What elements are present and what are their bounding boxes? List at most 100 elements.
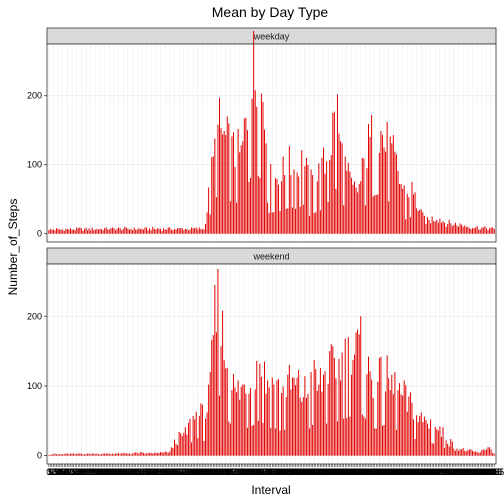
x-tick-label: 625 — [161, 467, 176, 477]
x-tick-label: 215 — [83, 467, 98, 477]
x-tick-label: 55 — [61, 467, 71, 477]
x-tick-label: 2220 — [455, 467, 475, 477]
x-tick-label: 2130 — [439, 467, 459, 477]
x-tick-label: 910 — [212, 467, 227, 477]
x-tick-label: 605 — [155, 467, 170, 477]
x-tick-label: 2330 — [476, 467, 496, 477]
x-tick-label: 505 — [136, 467, 151, 477]
x-tick-label: 1200 — [262, 467, 282, 477]
x-tick-label: 740 — [184, 467, 199, 477]
x-tick-label: 2010 — [414, 467, 434, 477]
x-tick-label: 325 — [105, 467, 120, 477]
x-tick-label: 1800 — [374, 467, 394, 477]
x-tick-label: 950 — [224, 467, 239, 477]
x-tick-label: 1120 — [250, 467, 269, 477]
x-tick-label: 930 — [218, 467, 233, 477]
x-tick-label: 1230 — [272, 467, 292, 477]
x-tick-label: 935 — [220, 467, 235, 477]
x-tick-label: 1535 — [329, 467, 349, 477]
x-tick-label: 1705 — [357, 467, 377, 477]
x-tick-label: 830 — [200, 467, 215, 477]
x-tick-label: 1910 — [396, 467, 416, 477]
x-tick-label: 50 — [59, 467, 69, 477]
x-tick-label: 400 — [116, 467, 131, 477]
x-tick-label: 2105 — [431, 467, 451, 477]
x-tick-label: 1815 — [379, 467, 399, 477]
x-tick-label: 10 — [47, 467, 57, 477]
x-tick-label: 300 — [97, 467, 112, 477]
x-tick-label: 1545 — [332, 467, 352, 477]
x-tick-label: 220 — [85, 467, 100, 477]
x-tick-label: 105 — [61, 467, 76, 477]
x-tick-label: 25 — [52, 467, 62, 477]
x-tick-label: 955 — [226, 467, 241, 477]
x-tick-label: 110 — [63, 467, 77, 477]
x-tick-label: 1415 — [304, 467, 324, 477]
x-tick-label: 1010 — [228, 467, 248, 477]
x-tick-label: 2335 — [478, 467, 498, 477]
x-tick-label: 855 — [207, 467, 222, 477]
x-tick-label: 1915 — [397, 467, 417, 477]
x-tick-label: 2100 — [430, 467, 450, 477]
x-tick-label: 45 — [58, 467, 68, 477]
x-tick-label: 1745 — [369, 467, 389, 477]
x-tick-label: 1810 — [377, 467, 397, 477]
x-tick-label: 320 — [103, 467, 118, 477]
x-tick-label: 530 — [144, 467, 159, 477]
x-tick-label: 1345 — [295, 467, 315, 477]
x-tick-label: 2200 — [449, 467, 469, 477]
x-tick-label: 305 — [99, 467, 114, 477]
x-tick-label: 2315 — [472, 467, 492, 477]
bars-weekend — [48, 268, 495, 456]
x-tick-label: 1615 — [341, 467, 361, 477]
x-tick-label: 1855 — [391, 467, 411, 477]
x-tick-label: 2305 — [469, 467, 489, 477]
x-tick-label: 1140 — [256, 467, 275, 477]
x-tick-label: 2150 — [445, 467, 465, 477]
x-tick-label: 35 — [55, 467, 65, 477]
x-tick-label: 550 — [150, 467, 165, 477]
x-tick-label: 2110 — [433, 467, 452, 477]
x-tick-label: 350 — [113, 467, 128, 477]
x-tick-label: 1730 — [365, 467, 385, 477]
x-tick-label: 1510 — [321, 467, 341, 477]
x-tick-label: 1005 — [227, 467, 247, 477]
x-tick-label: 945 — [223, 467, 238, 477]
x-tick-label: 1150 — [259, 467, 278, 477]
x-tick-label: 525 — [142, 467, 157, 477]
x-tick-label: 2250 — [464, 467, 484, 477]
x-tick-label: 1305 — [282, 467, 302, 477]
x-tick-label: 1315 — [286, 467, 306, 477]
x-axis-title: Interval — [251, 483, 290, 497]
x-tick-label: 100 — [60, 467, 75, 477]
x-tick-label: 1505 — [320, 467, 340, 477]
x-tick-label: 750 — [187, 467, 202, 477]
x-tick-label: 535 — [145, 467, 160, 477]
x-tick-label: 1035 — [236, 467, 256, 477]
x-tick-label: 500 — [134, 467, 149, 477]
x-tick-label: 2245 — [462, 467, 482, 477]
x-tick-label: 2050 — [427, 467, 447, 477]
x-tick-label: 2310 — [470, 467, 490, 477]
x-tick-label: 925 — [217, 467, 232, 477]
x-tick-label: 1550 — [334, 467, 354, 477]
x-tick-label: 1555 — [335, 467, 355, 477]
x-tick-label: 2030 — [421, 467, 441, 477]
x-tick-label: 1715 — [360, 467, 380, 477]
facet-panel-weekend: weekend 0 100 200 — [27, 247, 497, 465]
x-tick-label: 1935 — [404, 467, 424, 477]
x-tick-label: 425 — [124, 467, 139, 477]
x-tick-label: 1450 — [315, 467, 335, 477]
x-tick-label: 1830 — [383, 467, 403, 477]
x-tick-label: 115 — [65, 467, 79, 477]
x-tick-label: 15 — [48, 467, 58, 477]
x-tick-label: 330 — [106, 467, 121, 477]
x-tick-label: 2140 — [442, 467, 462, 477]
x-tick-label: 1015 — [230, 467, 250, 477]
facets-group: weekday 0 100 200 weekend 0 100 200 — [27, 27, 497, 465]
x-tick-label: 135 — [71, 467, 86, 477]
x-tick-label: 2125 — [438, 467, 458, 477]
x-tick-label: 2120 — [436, 467, 456, 477]
x-tick-label: 1710 — [358, 467, 378, 477]
x-tick-label: 2355 — [484, 467, 504, 477]
